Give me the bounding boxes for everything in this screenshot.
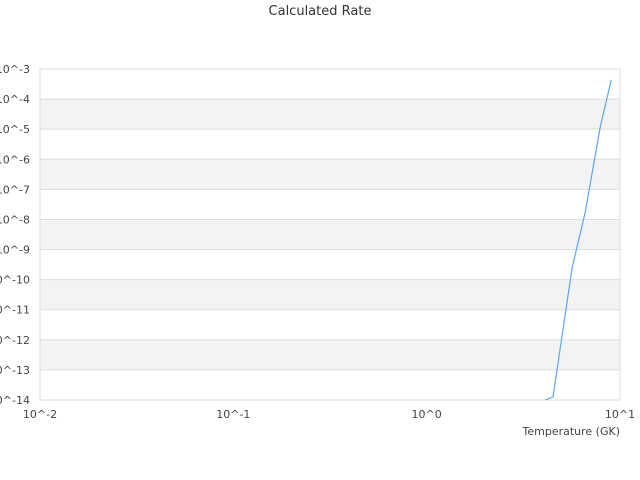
y-tick-label: 10^-13 bbox=[0, 364, 30, 377]
y-tick-label: 10^-10 bbox=[0, 274, 30, 287]
x-tick-label: 10^1 bbox=[605, 408, 635, 421]
y-tick-label: 10^-6 bbox=[0, 153, 30, 166]
grid-band bbox=[40, 219, 620, 250]
grid-band bbox=[40, 279, 620, 310]
y-tick-label: 10^-5 bbox=[0, 123, 30, 136]
grid-band bbox=[40, 339, 620, 370]
chart-title: Calculated Rate bbox=[268, 4, 372, 19]
y-tick-label: 10^-3 bbox=[0, 63, 30, 76]
x-tick-label: 10^-2 bbox=[23, 408, 57, 421]
y-tick-label: 10^-7 bbox=[0, 183, 30, 196]
y-tick-label: 10^-8 bbox=[0, 213, 30, 226]
plot-border bbox=[39, 68, 621, 401]
grid-band bbox=[40, 159, 620, 190]
grid-band bbox=[40, 99, 620, 130]
x-tick-label: 10^0 bbox=[412, 408, 442, 421]
y-tick-label: 10^-12 bbox=[0, 334, 30, 347]
x-axis-label: Temperature (GK) bbox=[522, 425, 621, 438]
x-tick-label: 10^-1 bbox=[216, 408, 250, 421]
y-tick-label: 10^-9 bbox=[0, 244, 30, 257]
series-line bbox=[544, 79, 612, 401]
y-tick-label: 10^-14 bbox=[0, 394, 30, 407]
y-tick-label: 10^-11 bbox=[0, 304, 30, 317]
y-tick-label: 10^-4 bbox=[0, 93, 30, 106]
